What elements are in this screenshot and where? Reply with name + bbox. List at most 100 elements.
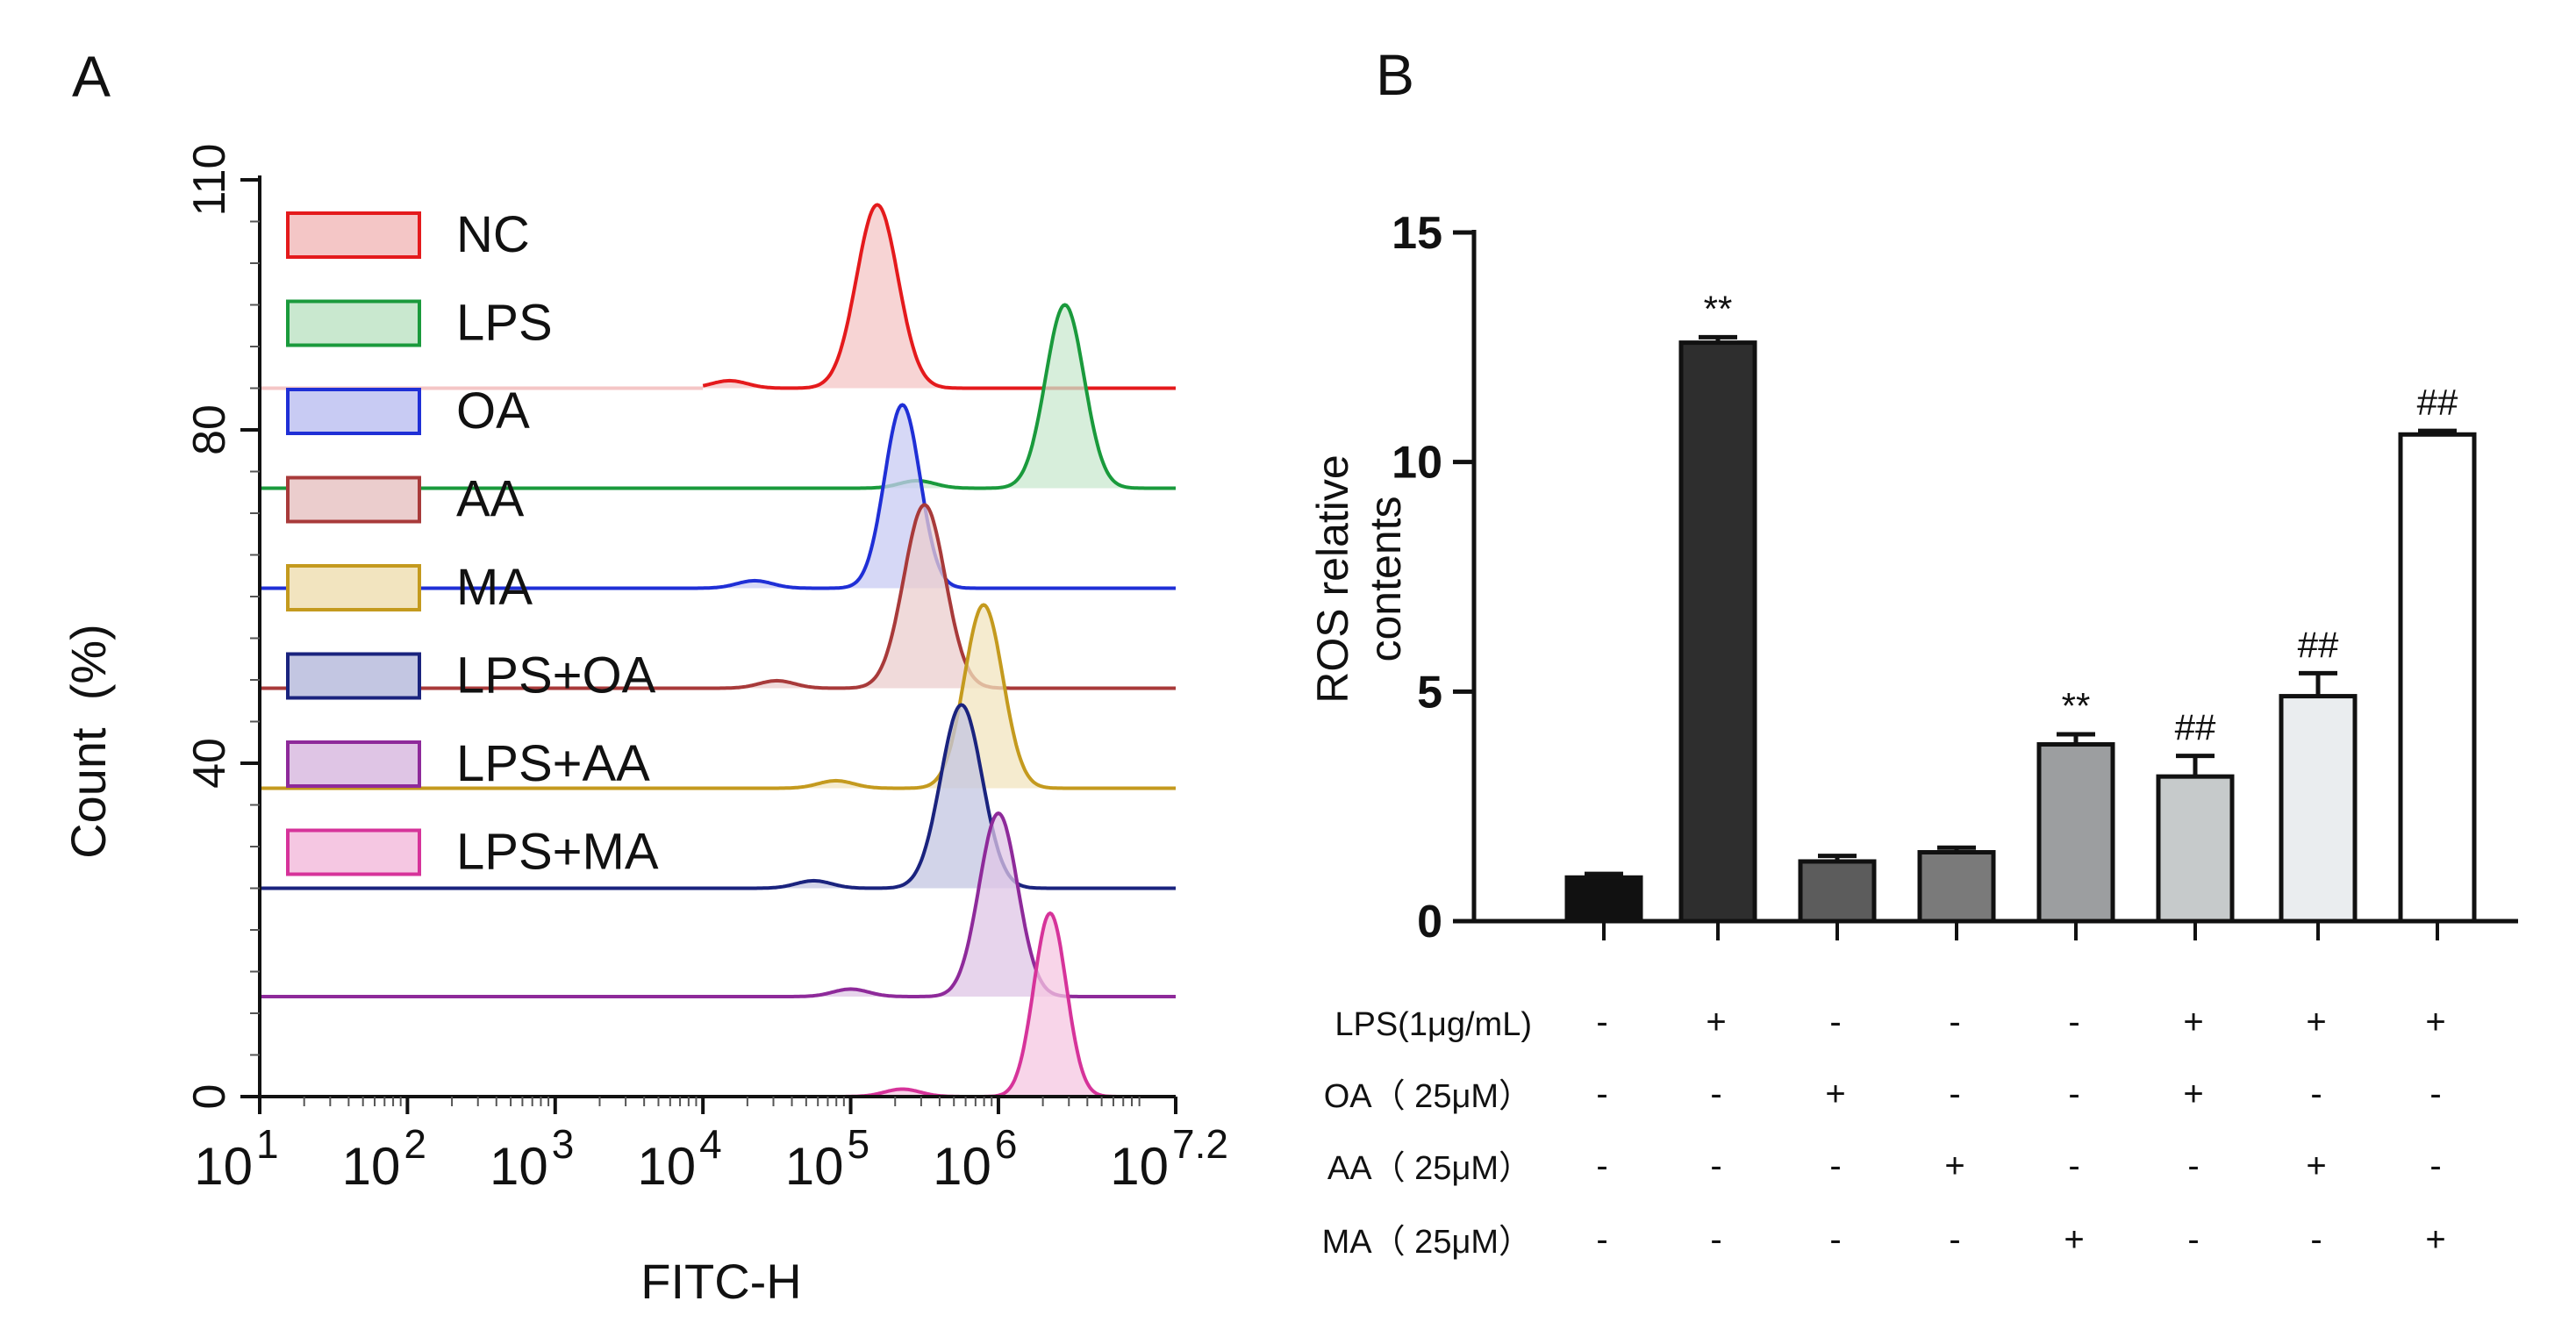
y-tick-label: 0	[1417, 897, 1442, 947]
histogram-fill-lps	[260, 304, 1176, 489]
bar-panel: ** ** ## ## ## 0 5 10 15 LPS(1μg/mL) - + - - - + + + OA（…	[1308, 208, 2518, 1261]
panel-label-b: B	[1376, 42, 1414, 107]
treatment-sign: +	[2183, 1003, 2203, 1041]
x-tick-exponent: 7.2	[1172, 1121, 1228, 1167]
treatment-sign: -	[2068, 1075, 2079, 1113]
bar-oa	[1798, 859, 1877, 924]
significance-marker: ##	[2298, 624, 2339, 665]
x-tick-base: 10	[933, 1137, 991, 1196]
legend-swatch-oa	[286, 388, 421, 435]
y-axis-label-line1: ROS relative	[1308, 454, 1357, 703]
treatment-sign: -	[1829, 1220, 1841, 1259]
legend-swatch-lps	[286, 299, 421, 347]
y-tick-label: 10	[1392, 438, 1442, 489]
histogram-fill-nc	[703, 204, 1176, 389]
treatment-sign: -	[1596, 1075, 1607, 1113]
treatment-sign: -	[1829, 1147, 1841, 1185]
histogram-fill-ma	[260, 604, 1176, 789]
histogram-curve-nc	[702, 203, 1176, 390]
treatment-sign: -	[2068, 1147, 2079, 1185]
legend-label: OA	[456, 382, 530, 440]
legend-swatch-lps-ma	[286, 828, 421, 876]
treatment-sign: -	[1710, 1075, 1721, 1113]
legend-label: LPS+MA	[456, 824, 659, 881]
x-tick-base: 10	[637, 1137, 696, 1196]
treatment-sign: -	[2068, 1003, 2079, 1041]
bar-lps	[1678, 340, 1757, 924]
legend-label: MA	[456, 559, 533, 616]
significance-marker: **	[2062, 685, 2091, 726]
x-tick-base: 10	[194, 1137, 253, 1196]
legend-swatch-lps-oa	[286, 652, 421, 700]
treatment-sign: -	[2310, 1075, 2322, 1113]
treatment-sign: +	[2306, 1147, 2326, 1185]
legend-label: NC	[456, 206, 530, 263]
treatment-sign: +	[2425, 1220, 2445, 1259]
treatment-sign: -	[2310, 1220, 2322, 1259]
treatment-sign: -	[1710, 1147, 1721, 1185]
treatment-sign: +	[1825, 1075, 1845, 1113]
legend-label: LPS+AA	[456, 735, 650, 792]
x-tick-exponent: 5	[848, 1121, 870, 1167]
bar-lps-oa	[2156, 774, 2235, 924]
treatment-sign: -	[2429, 1075, 2441, 1113]
legend-swatch-nc	[286, 211, 421, 259]
histogram-curve-lps-aa	[260, 811, 1176, 998]
treatment-sign: -	[1949, 1075, 1960, 1113]
y-tick-label: 15	[1392, 208, 1442, 259]
y-axis-label-line2: contents	[1361, 496, 1410, 661]
treatment-sign: -	[1949, 1220, 1960, 1259]
bar-lps-aa	[2279, 694, 2358, 924]
x-tick-exponent: 1	[256, 1121, 279, 1167]
treatment-sign: -	[1596, 1003, 1607, 1041]
legend-swatch-ma	[286, 564, 421, 611]
treatment-label: MA（ 25μM）	[1322, 1224, 1532, 1261]
x-tick-exponent: 2	[404, 1121, 426, 1167]
x-tick-exponent: 4	[699, 1121, 722, 1167]
treatment-sign: +	[2306, 1003, 2326, 1041]
treatment-sign: +	[1944, 1147, 1964, 1185]
bar-nc	[1564, 875, 1643, 924]
x-tick-base: 10	[785, 1137, 844, 1196]
legend-label: AA	[456, 471, 525, 528]
treatment-sign: +	[2064, 1220, 2084, 1259]
histogram-curve-ma	[260, 603, 1176, 790]
treatment-label: LPS(1μg/mL)	[1335, 1006, 1532, 1043]
y-tick-label: 5	[1417, 667, 1442, 718]
treatment-sign: +	[2183, 1075, 2203, 1113]
histogram-fill-lps-aa	[260, 813, 1176, 997]
treatment-sign: -	[1596, 1220, 1607, 1259]
treatment-sign: -	[1949, 1003, 1960, 1041]
treatment-sign: -	[1596, 1147, 1607, 1185]
x-tick-base: 10	[490, 1137, 548, 1196]
histogram-fill-aa	[260, 504, 1176, 689]
treatment-sign: -	[2429, 1147, 2441, 1185]
bar-lps-ma	[2398, 432, 2477, 924]
histogram-curves	[260, 203, 1176, 1098]
bar-aa	[1917, 850, 1996, 924]
legend-label: LPS+OA	[456, 647, 656, 704]
histogram-curve-lps-oa	[260, 703, 1176, 890]
y-tick-label: 110	[184, 144, 235, 217]
treatment-sign: -	[1710, 1220, 1721, 1259]
treatment-sign: +	[1706, 1003, 1726, 1041]
x-tick-base: 10	[342, 1137, 401, 1196]
significance-marker: ##	[2175, 707, 2216, 748]
legend-swatch-lps-aa	[286, 740, 421, 788]
x-tick-exponent: 3	[552, 1121, 575, 1167]
significance-marker: **	[1704, 288, 1733, 329]
x-tick-exponent: 6	[995, 1121, 1018, 1167]
bar-group: ** ** ## ## ##	[1564, 288, 2477, 924]
treatment-label: OA（ 25μM）	[1324, 1078, 1532, 1115]
panel-label-a: A	[72, 44, 111, 109]
treatment-label: AA（ 25μM）	[1327, 1150, 1532, 1187]
treatment-sign: +	[2425, 1003, 2445, 1041]
bar-axes: 0 5 10 15	[1392, 208, 2518, 947]
legend-label: LPS	[456, 295, 553, 352]
significance-marker: ##	[2417, 382, 2458, 423]
x-axis-label: FITC-H	[640, 1254, 802, 1309]
treatment-table: LPS(1μg/mL) - + - - - + + + OA（ 25μM） - - + - - + - - AA（ …	[1322, 1003, 2446, 1261]
